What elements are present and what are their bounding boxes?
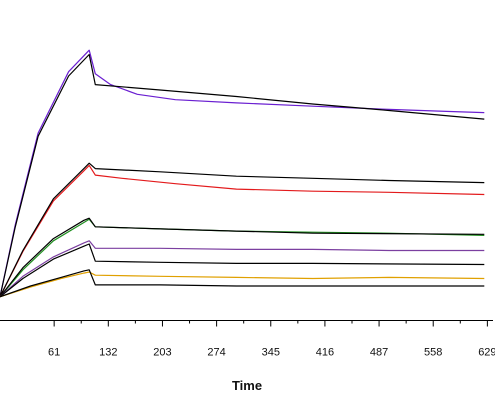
series-layer: [0, 49, 485, 298]
series-line-2: [0, 53, 485, 297]
x-tick-label: 345: [262, 347, 280, 359]
x-tick-label: 416: [316, 347, 334, 359]
series-line-7: [0, 240, 485, 298]
x-tick-label: 629: [478, 347, 495, 359]
series-line-1: [0, 49, 485, 297]
x-tick-label: 203: [153, 347, 171, 359]
series-line-8: [0, 243, 485, 298]
series-line-9: [0, 271, 485, 298]
series-line-4: [0, 162, 485, 298]
x-tick-label: 558: [424, 347, 442, 359]
x-tick-label: 132: [99, 347, 117, 359]
series-line-10: [0, 269, 485, 298]
series-line-3: [0, 164, 485, 298]
x-axis-title: Time: [232, 378, 262, 393]
x-tick-label: 274: [207, 347, 225, 359]
x-tick-layer: 61 132 203 274 345 416 487 558 629: [48, 320, 495, 359]
x-tick-label: 61: [48, 347, 60, 359]
series-line-6: [0, 217, 485, 298]
x-tick-label: 487: [370, 347, 388, 359]
